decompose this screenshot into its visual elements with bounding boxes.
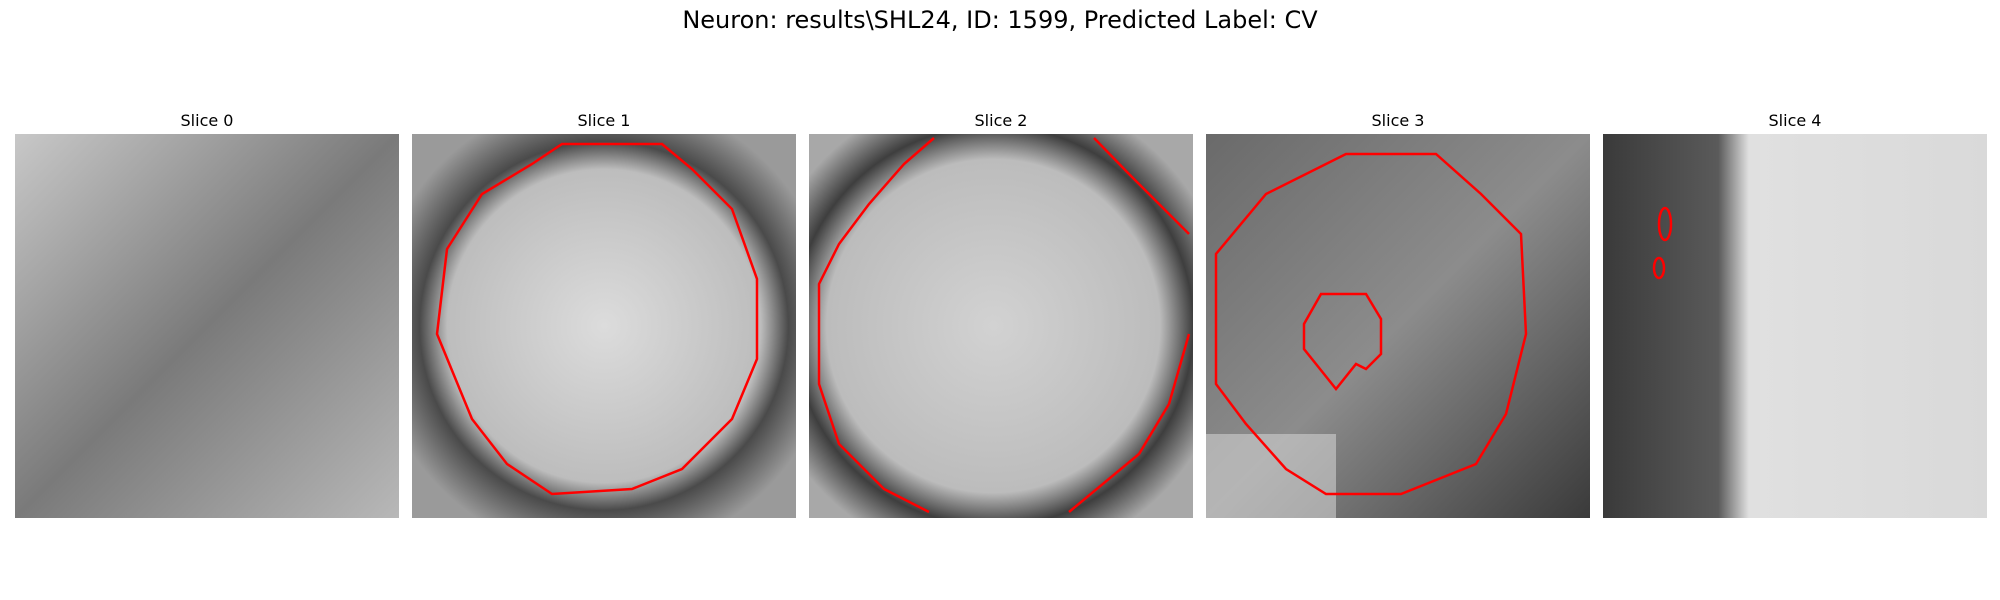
slice-image-3 [1206, 134, 1590, 518]
slice-panel-1: Slice 1 [412, 108, 796, 518]
slice-title: Slice 0 [180, 111, 234, 130]
segmentation-contour [1657, 206, 1673, 242]
slice-panel-2: Slice 2 [809, 108, 1193, 518]
segmentation-contour [817, 137, 935, 514]
slice-image-0 [15, 134, 399, 518]
figure-title: Neuron: results\SHL24, ID: 1599, Predict… [682, 6, 1318, 34]
segmentation-contour [1302, 292, 1383, 392]
slice-title: Slice 1 [577, 111, 631, 130]
segmentation-contour [1652, 256, 1666, 280]
segmentation-contour [435, 142, 759, 496]
slice-title: Slice 2 [974, 111, 1028, 130]
segmentation-contour [1093, 137, 1190, 235]
slice-image-1 [412, 134, 796, 518]
segmentation-contour [1068, 333, 1191, 513]
slice-title: Slice 3 [1371, 111, 1425, 130]
slice-panel-0: Slice 0 [15, 108, 399, 518]
slice-title: Slice 4 [1768, 111, 1822, 130]
slice-panel-4: Slice 4 [1603, 108, 1987, 518]
slice-panel-3: Slice 3 [1206, 108, 1590, 518]
slice-image-2 [809, 134, 1193, 518]
segmentation-contour [1214, 152, 1528, 496]
slice-image-4 [1603, 134, 1987, 518]
